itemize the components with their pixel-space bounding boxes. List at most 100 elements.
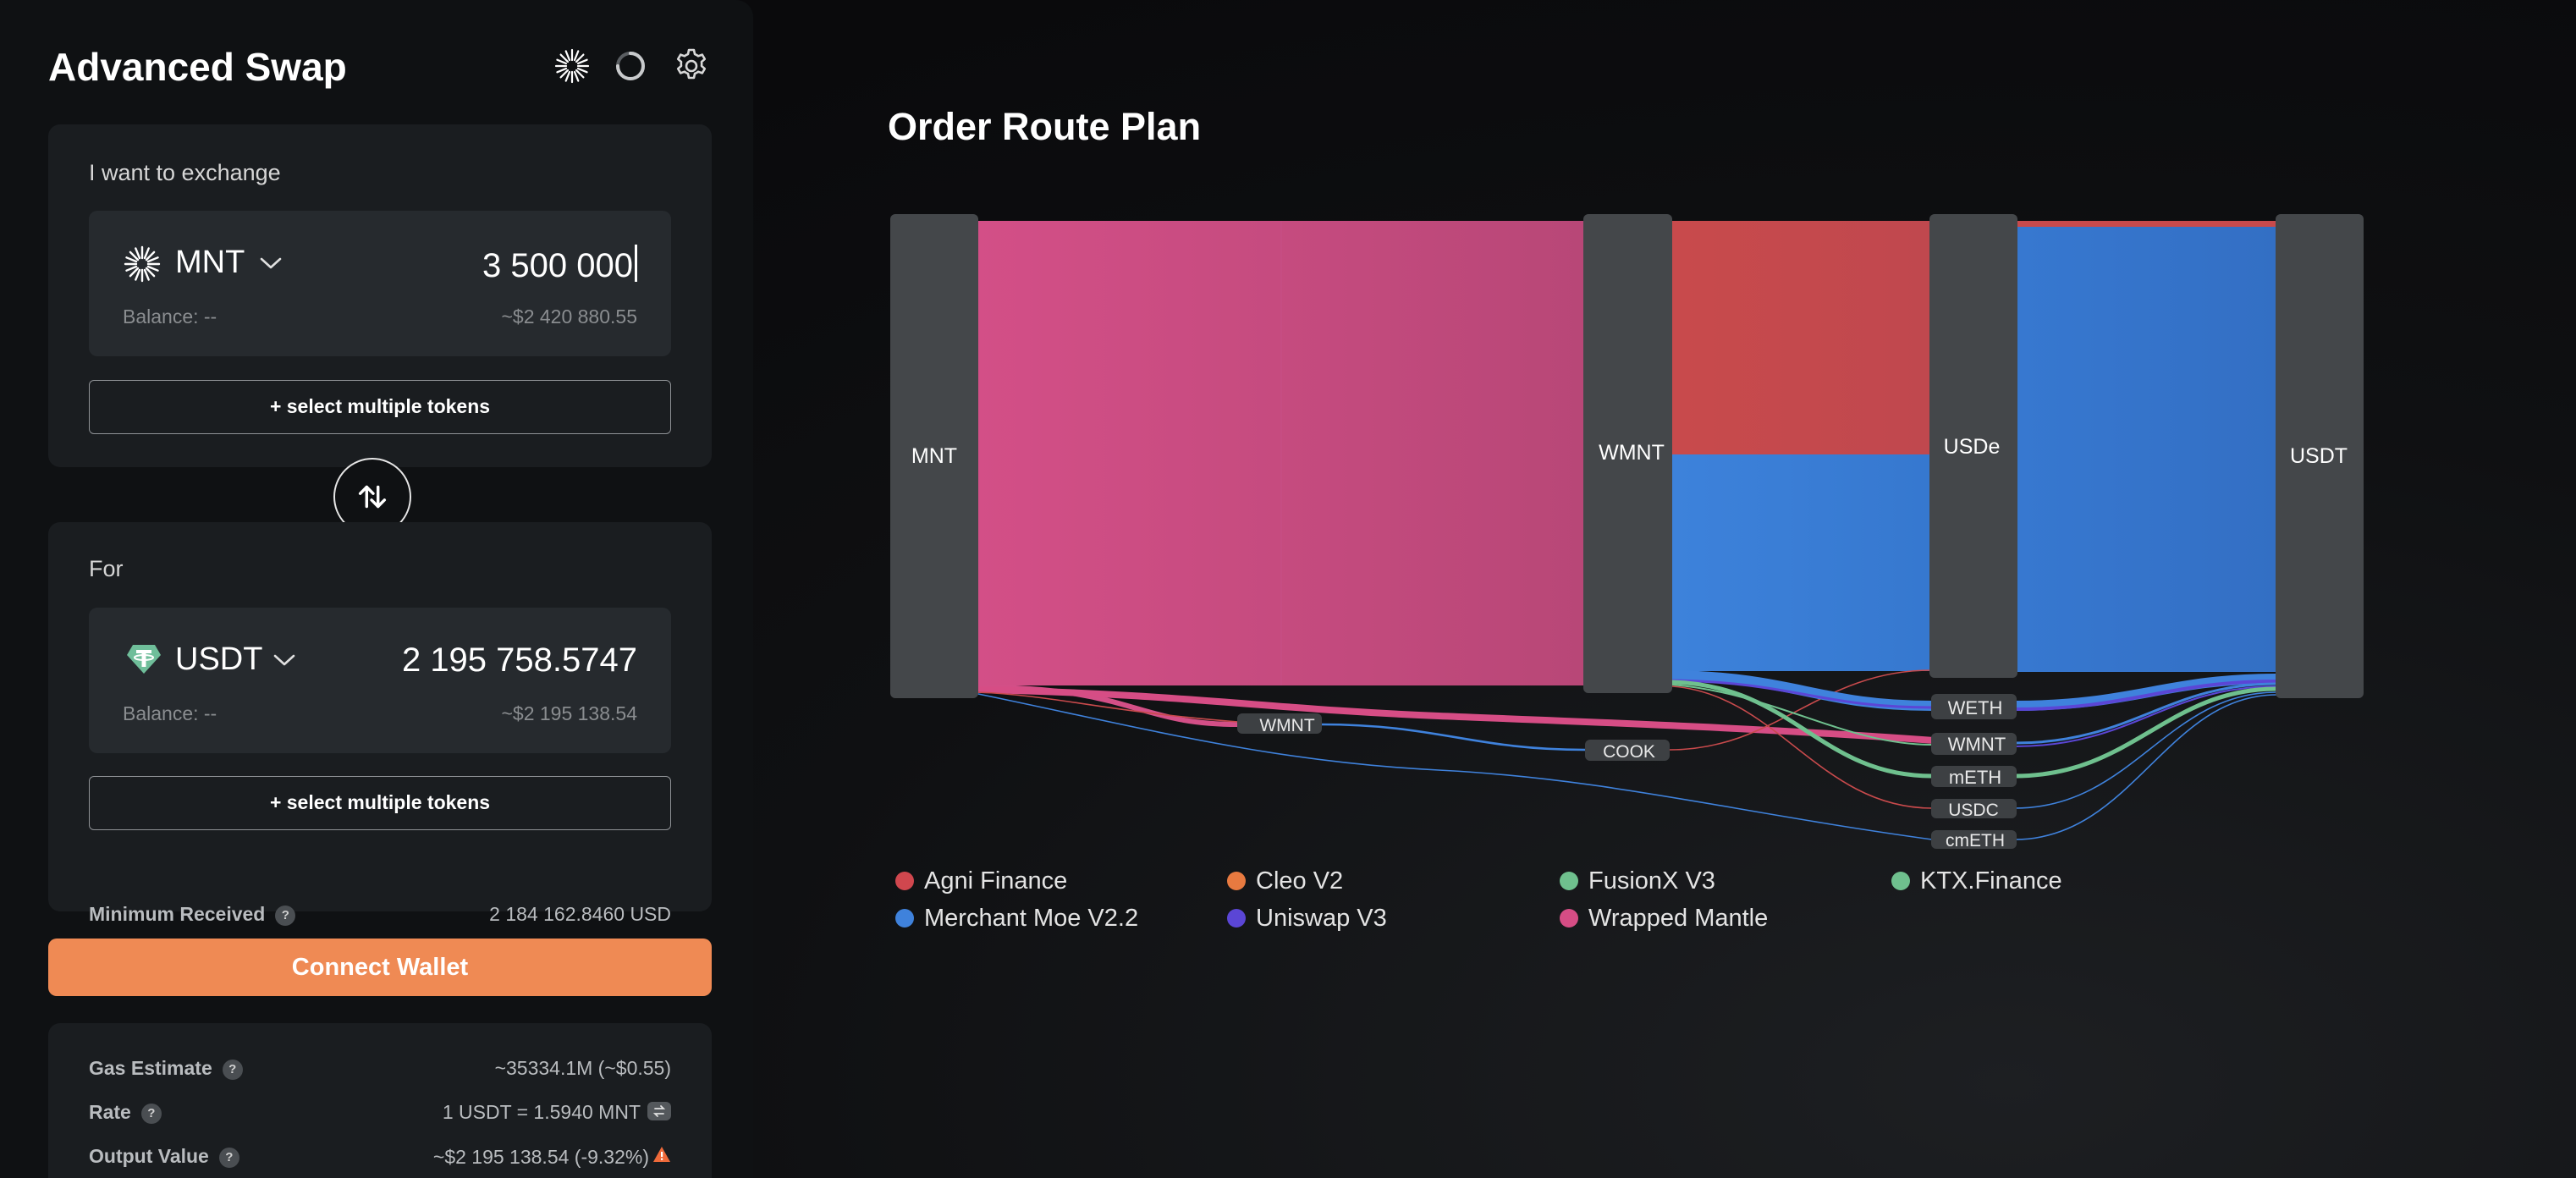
link-mnt-wmnt-side-pink (975, 686, 1937, 744)
from-select-multiple-button[interactable]: + select multiple tokens (89, 380, 671, 434)
text-caret (635, 245, 637, 282)
mnt-token-icon[interactable] (123, 245, 162, 283)
link-wmnt-weth-purple (1671, 679, 1934, 709)
to-usd-value: ~$2 195 138.54 (501, 702, 637, 724)
node-weth[interactable] (1931, 694, 2017, 719)
legend-dot (1560, 872, 1578, 890)
connect-wallet-button[interactable]: Connect Wallet (48, 939, 712, 996)
flow-usde-usdt-agni (2017, 221, 2276, 227)
node-wmnt-label: WMNT (1599, 441, 1665, 465)
node-meth-label: mETH (1949, 767, 2001, 788)
node-cook-label: COOK (1603, 742, 1655, 762)
route-legend: Agni Finance Cleo V2 FusionX V3 KTX.Fina… (895, 867, 2249, 952)
link-wmnt-usdc-red (1671, 685, 1933, 809)
legend-item[interactable]: Agni Finance (895, 867, 1067, 901)
to-token-symbol[interactable]: USDT (175, 641, 263, 677)
legend-dot (1227, 909, 1246, 928)
legend-item[interactable]: Wrapped Mantle (1560, 905, 1768, 939)
from-card: I want to exchange MNT 3 500 000 B (48, 124, 712, 467)
chevron-down-icon[interactable] (272, 652, 297, 669)
output-value-label: Output Value? (89, 1145, 239, 1168)
swap-rate-icon (652, 1105, 666, 1117)
from-balance: Balance: -- (123, 306, 217, 328)
legend-label: Cleo V2 (1256, 867, 1344, 895)
to-label: For (89, 556, 124, 581)
help-icon[interactable]: ? (222, 1060, 243, 1080)
link-mnt-wmnt-red (977, 691, 1239, 723)
legend-dot (1891, 872, 1910, 890)
warning-icon (653, 1147, 670, 1162)
legend-dot (1560, 909, 1578, 928)
legend-label: Uniswap V3 (1256, 905, 1387, 932)
gas-estimate-row: Gas Estimate? ~35334.1M (~$0.55) (89, 1057, 671, 1082)
node-wmnt-small[interactable] (1237, 713, 1322, 734)
node-wmnt[interactable] (1583, 214, 1672, 693)
link-cmeth-usdt-blue (2014, 694, 2277, 840)
gas-estimate-text: Gas Estimate (89, 1057, 212, 1079)
legend-item[interactable]: Uniswap V3 (1227, 905, 1387, 939)
legend-label: Agni Finance (924, 867, 1068, 895)
from-usd-value: ~$2 420 880.55 (501, 306, 637, 328)
help-icon[interactable]: ? (275, 906, 296, 926)
from-token-box: MNT 3 500 000 Balance: -- ~$2 420 880.55 (89, 211, 671, 356)
refresh-icon[interactable] (612, 47, 649, 85)
link-wmnt-usdt-purple (2014, 685, 2277, 747)
legend-dot (895, 909, 914, 928)
node-cook[interactable] (1585, 740, 1670, 761)
gear-icon[interactable] (673, 47, 710, 85)
node-mnt[interactable] (890, 214, 978, 698)
rate-label: Rate? (89, 1101, 162, 1124)
rate-row: Rate? 1 USDT = 1.5940 MNT (89, 1101, 671, 1126)
node-usde[interactable] (1929, 214, 2017, 678)
usdt-token-icon[interactable] (126, 641, 162, 677)
legend-label: Wrapped Mantle (1588, 905, 1769, 932)
link-wmnt-wmnt-green (1671, 684, 1933, 746)
legend-item[interactable]: KTX.Finance (1891, 867, 2062, 901)
swap-title: Advanced Swap (48, 45, 347, 89)
minimum-received-value: 2 184 162.8460 USD (489, 903, 671, 925)
help-icon[interactable]: ? (218, 1148, 239, 1168)
chevron-down-icon[interactable] (258, 255, 283, 272)
legend-item[interactable]: Merchant Moe V2.2 (895, 905, 1138, 939)
link-cook-usde-red (1669, 669, 1932, 751)
link-meth-usdt-green (2012, 686, 2279, 779)
flow-wmnt-usde-agni (1672, 221, 1929, 454)
output-value: ~$2 195 138.54 (-9.32%) (432, 1146, 649, 1168)
sunburst-icon[interactable] (553, 47, 591, 85)
legend-item[interactable]: FusionX V3 (1560, 867, 1715, 901)
to-amount-output[interactable]: 2 195 758.5747 (401, 641, 637, 679)
to-select-multiple-button[interactable]: + select multiple tokens (89, 776, 671, 830)
route-links (975, 669, 2282, 840)
swap-arrows-icon (358, 485, 387, 509)
swap-panel: Advanced Swap I want to exchange (0, 0, 753, 1178)
from-amount-text: 3 500 000 (482, 247, 633, 284)
flow-usde-usdt-merchant-moe (2017, 227, 2276, 672)
rate-text: Rate (89, 1101, 131, 1123)
link-weth-usdt-blue (2010, 674, 2282, 711)
node-mnt-label: MNT (911, 444, 957, 468)
node-usdt[interactable] (2276, 214, 2364, 698)
node-usde-label: USDe (1944, 435, 2001, 459)
flow-wmnt-usde-merchant-moe (1672, 454, 1929, 671)
node-wmnt-side[interactable] (1931, 733, 2017, 755)
legend-dot (895, 872, 914, 890)
legend-dot (1227, 872, 1246, 890)
route-title: Order Route Plan (888, 105, 1202, 148)
from-token-symbol[interactable]: MNT (175, 245, 245, 280)
from-amount-input[interactable]: 3 500 000 (482, 245, 637, 285)
link-weth-usdt-purple (2013, 680, 2278, 711)
legend-label: KTX.Finance (1920, 867, 2062, 895)
node-meth[interactable] (1931, 766, 2017, 787)
link-wmnt-usdt-blue (2013, 682, 2278, 745)
node-usdc[interactable] (1931, 799, 2017, 818)
gas-estimate-value: ~35334.1M (~$0.55) (494, 1057, 671, 1079)
node-cmeth[interactable] (1931, 830, 2017, 849)
legend-item[interactable]: Cleo V2 (1227, 867, 1343, 901)
invert-rate-button[interactable] (647, 1102, 671, 1120)
node-wmnt-small-label: WMNT (1259, 716, 1314, 735)
link-wmnt-cook-blue (1318, 723, 1587, 751)
rate-value-wrap: 1 USDT = 1.5940 MNT (443, 1101, 671, 1124)
help-icon[interactable]: ? (140, 1104, 162, 1124)
node-usdc-label: USDC (1948, 801, 1999, 820)
minimum-received-text: Minimum Received (89, 903, 266, 925)
